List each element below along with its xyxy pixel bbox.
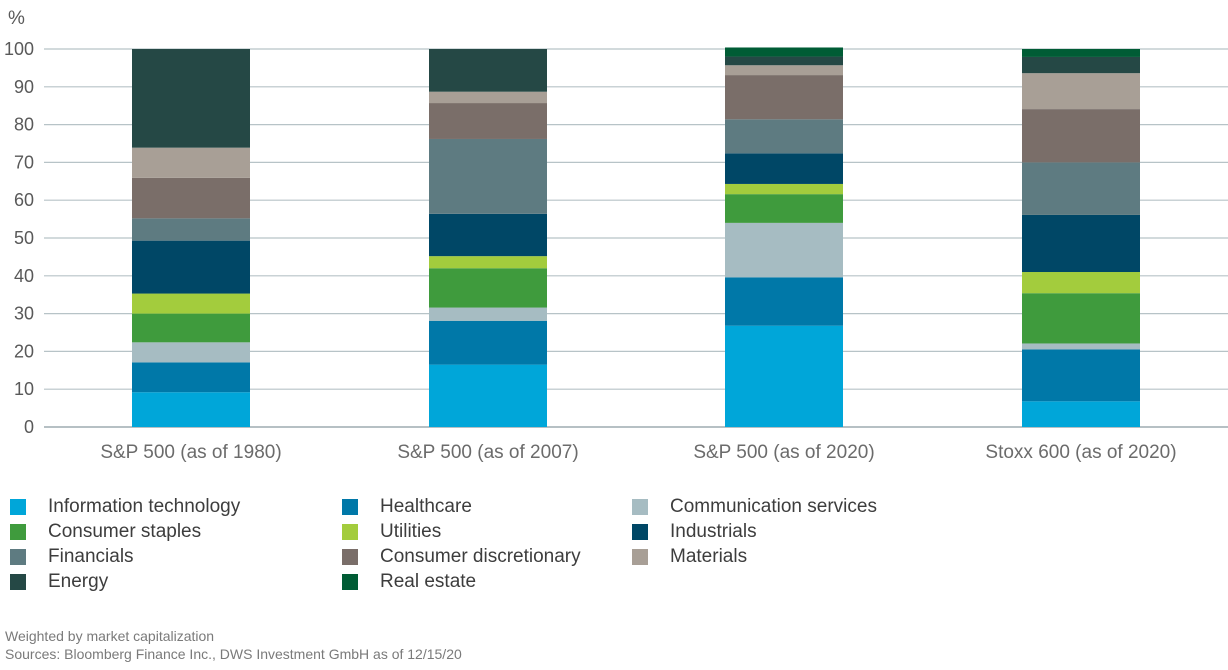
- bar-segment: [429, 91, 547, 104]
- bar-segment: [429, 320, 547, 365]
- legend-label: Information technology: [48, 495, 241, 517]
- legend-label: Utilities: [380, 520, 442, 542]
- legend-swatch: [10, 548, 26, 565]
- x-tick-label: S&P 500 (as of 2020): [693, 442, 874, 463]
- bar-segment: [429, 307, 547, 321]
- y-tick-label: 60: [14, 190, 34, 210]
- legend-swatch: [10, 498, 26, 515]
- bar-segment: [429, 256, 547, 269]
- bar-segment: [725, 325, 843, 427]
- bar-segment: [1022, 56, 1140, 74]
- bar-segment: [1022, 401, 1140, 427]
- y-tick-label: 50: [14, 228, 34, 248]
- bar-segment: [1022, 109, 1140, 163]
- bar-segment: [725, 153, 843, 184]
- legend-swatch: [10, 573, 26, 590]
- y-tick-label: 30: [14, 304, 34, 324]
- y-tick-label: 10: [14, 379, 34, 399]
- bar-segment: [132, 293, 250, 314]
- legend-item: Healthcare: [342, 494, 472, 519]
- chart-notes: Weighted by market capitalization Source…: [5, 627, 462, 663]
- legend-item: Energy: [10, 569, 108, 594]
- legend-label: Consumer staples: [48, 520, 202, 542]
- legend-swatch: [342, 548, 358, 565]
- bar-segment: [725, 222, 843, 278]
- legend: Information technology Healthcare Communic…: [10, 494, 1010, 594]
- y-tick-label: 20: [14, 341, 34, 361]
- legend-item: Communication services: [632, 494, 877, 519]
- y-tick-label: 70: [14, 152, 34, 172]
- legend-label: Financials: [48, 545, 134, 567]
- legend-item: Consumer discretionary: [342, 544, 581, 569]
- legend-item: Utilities: [342, 519, 441, 544]
- axes: 0 10 20 30 40 50 60 70 80 90 100 S&P 500 (as of 198…: [4, 39, 1177, 463]
- legend-swatch: [10, 523, 26, 540]
- x-tick-label: S&P 500 (as of 2007): [397, 442, 578, 463]
- bar-segment: [132, 177, 250, 219]
- y-tick-label: 100: [4, 39, 34, 59]
- bar-segment: [1022, 162, 1140, 215]
- stacked-bar-chart: % 0 10 20 30 40 50 60 70 80 90 100 S&P 500 (as of 1…: [4, 8, 1228, 463]
- bar-segment: [1022, 343, 1140, 350]
- bar-segment: [132, 218, 250, 241]
- weighting-note: Weighted by market capitalization: [5, 628, 215, 644]
- legend-label: Materials: [670, 545, 748, 567]
- bar-segment: [1022, 272, 1140, 294]
- y-tick-label: 80: [14, 115, 34, 135]
- x-tick-label: Stoxx 600 (as of 2020): [985, 442, 1176, 463]
- bar-segment: [1022, 349, 1140, 402]
- legend-item: Information technology: [10, 494, 240, 519]
- bar-segment: [725, 75, 843, 120]
- bar-segment: [429, 364, 547, 427]
- legend-item: Materials: [632, 544, 747, 569]
- bar-segment: [1022, 214, 1140, 273]
- legend-swatch: [342, 573, 358, 590]
- bar-segment: [1022, 49, 1140, 57]
- bar-segment: [725, 119, 843, 154]
- legend-label: Industrials: [670, 520, 757, 542]
- bar-segment: [1022, 293, 1140, 344]
- legend-label: Communication services: [670, 495, 877, 517]
- bar-segment: [132, 49, 250, 148]
- bar-segment: [725, 65, 843, 76]
- legend-swatch: [342, 498, 358, 515]
- legend-item: Real estate: [342, 569, 476, 594]
- bar-segment: [132, 392, 250, 427]
- legend-swatch: [632, 548, 648, 565]
- y-tick-label: 90: [14, 77, 34, 97]
- bar-segment: [429, 49, 547, 92]
- x-tick-label: S&P 500 (as of 1980): [100, 442, 281, 463]
- bar-segment: [132, 342, 250, 363]
- bar-segment: [1022, 73, 1140, 110]
- y-tick-label: 40: [14, 266, 34, 286]
- bar-segment: [429, 213, 547, 257]
- legend-swatch: [632, 523, 648, 540]
- bar-segment: [132, 362, 250, 393]
- bar-segment: [725, 277, 843, 326]
- bars: [132, 47, 1140, 427]
- bar-segment: [725, 183, 843, 195]
- bar-segment: [132, 313, 250, 343]
- bar-segment: [132, 240, 250, 294]
- y-axis-unit-label: %: [8, 8, 25, 29]
- bar-segment: [132, 147, 250, 178]
- bar-segment: [725, 47, 843, 57]
- legend-item: Financials: [10, 544, 134, 569]
- legend-item: Industrials: [632, 519, 757, 544]
- bar-segment: [725, 194, 843, 223]
- y-tick-label: 0: [24, 417, 34, 437]
- legend-item: Consumer staples: [10, 519, 201, 544]
- bar-segment: [429, 103, 547, 139]
- legend-label: Real estate: [380, 570, 477, 592]
- sources-note: Sources: Bloomberg Finance Inc., DWS Inv…: [5, 646, 462, 662]
- legend-label: Energy: [48, 570, 109, 592]
- bar-segment: [429, 268, 547, 308]
- legend-label: Healthcare: [380, 495, 472, 517]
- bar-segment: [725, 56, 843, 66]
- legend-swatch: [342, 523, 358, 540]
- legend-label: Consumer discretionary: [380, 545, 581, 567]
- legend-swatch: [632, 498, 648, 515]
- bar-segment: [429, 138, 547, 214]
